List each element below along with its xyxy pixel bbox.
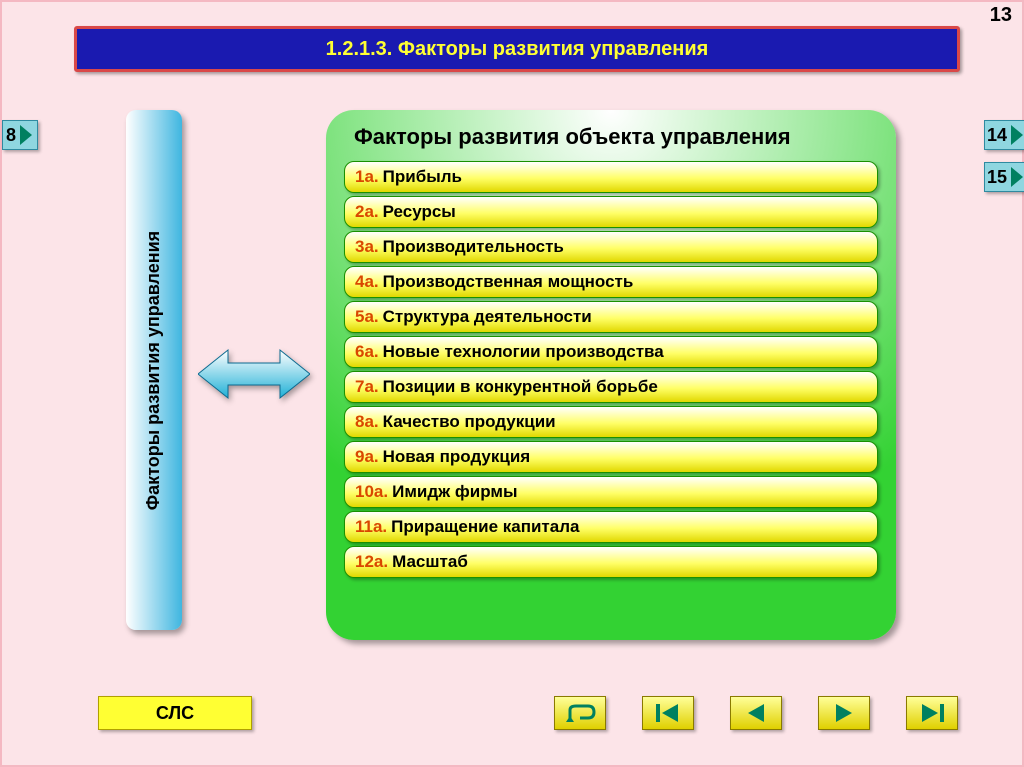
factor-row-text: Качество продукции	[383, 412, 556, 431]
factor-row: 10а.Имидж фирмы	[344, 476, 878, 508]
arrow-right-icon	[1011, 125, 1023, 145]
nav-next-button[interactable]	[818, 696, 870, 730]
nav-first-button[interactable]	[642, 696, 694, 730]
factor-row-text: Прибыль	[383, 167, 462, 186]
vertical-pill-label: Факторы развития управления	[144, 230, 165, 509]
factor-row-text: Позиции в конкурентной борьбе	[383, 377, 658, 396]
sls-button-label: СЛС	[156, 703, 194, 724]
factor-row: 5а.Структура деятельности	[344, 301, 878, 333]
factor-row: 2а.Ресурсы	[344, 196, 878, 228]
nav-return-button[interactable]	[554, 696, 606, 730]
sls-button[interactable]: СЛС	[98, 696, 252, 730]
factor-row: 12а.Масштаб	[344, 546, 878, 578]
prev-icon	[744, 702, 768, 724]
next-icon	[832, 702, 856, 724]
factor-row-num: 11а.	[355, 517, 387, 536]
factor-row-num: 1а.	[355, 167, 379, 186]
arrow-right-icon	[1011, 167, 1023, 187]
slide-title-bar: 1.2.1.3. Факторы развития управления	[74, 26, 960, 72]
last-icon	[918, 702, 946, 724]
factor-row: 1а.Прибыль	[344, 161, 878, 193]
nav-link-label: 14	[987, 125, 1007, 146]
factor-row: 4а.Производственная мощность	[344, 266, 878, 298]
nav-link-label: 15	[987, 167, 1007, 188]
nav-link-label: 8	[6, 125, 16, 146]
factor-row-num: 4а.	[355, 272, 379, 291]
factor-list: 1а.Прибыль2а.Ресурсы3а.Производительност…	[342, 161, 880, 578]
factor-row-num: 5а.	[355, 307, 379, 326]
factor-row-num: 6а.	[355, 342, 379, 361]
bidirectional-arrow-icon	[198, 346, 310, 402]
factor-row-num: 12а.	[355, 552, 388, 571]
factor-row-text: Масштаб	[392, 552, 468, 571]
factor-row-text: Приращение капитала	[391, 517, 579, 536]
factor-row-text: Производственная мощность	[383, 272, 634, 291]
factor-row-num: 8а.	[355, 412, 379, 431]
slide-title-text: 1.2.1.3. Факторы развития управления	[326, 38, 709, 61]
nav-link-8[interactable]: 8	[2, 120, 38, 150]
factor-row-text: Новые технологии производства	[383, 342, 664, 361]
vertical-pill: Факторы развития управления	[126, 110, 182, 630]
factor-row-text: Новая продукция	[383, 447, 531, 466]
factor-row: 8а.Качество продукции	[344, 406, 878, 438]
main-panel: Факторы развития объекта управления 1а.П…	[326, 110, 896, 640]
factor-row-num: 10а.	[355, 482, 388, 501]
factor-row: 11а.Приращение капитала	[344, 511, 878, 543]
factor-row: 3а.Производительность	[344, 231, 878, 263]
factor-row-text: Производительность	[383, 237, 564, 256]
nav-prev-button[interactable]	[730, 696, 782, 730]
factor-row-num: 7а.	[355, 377, 379, 396]
nav-link-14[interactable]: 14	[984, 120, 1024, 150]
factor-row-text: Имидж фирмы	[392, 482, 517, 501]
page-number: 13	[990, 4, 1012, 27]
factor-row: 9а.Новая продукция	[344, 441, 878, 473]
factor-row-text: Ресурсы	[383, 202, 456, 221]
main-panel-title: Факторы развития объекта управления	[342, 122, 880, 158]
factor-row-text: Структура деятельности	[383, 307, 592, 326]
slide-background: 13 1.2.1.3. Факторы развития управления …	[0, 0, 1024, 767]
factor-row-num: 3а.	[355, 237, 379, 256]
return-icon	[564, 702, 596, 724]
arrow-right-icon	[20, 125, 32, 145]
factor-row: 6а.Новые технологии производства	[344, 336, 878, 368]
nav-last-button[interactable]	[906, 696, 958, 730]
factor-row-num: 9а.	[355, 447, 379, 466]
first-icon	[654, 702, 682, 724]
factor-row-num: 2а.	[355, 202, 379, 221]
factor-row: 7а.Позиции в конкурентной борьбе	[344, 371, 878, 403]
nav-link-15[interactable]: 15	[984, 162, 1024, 192]
